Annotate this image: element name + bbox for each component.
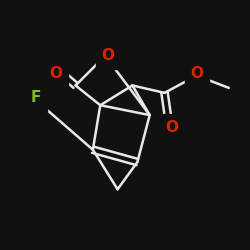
Text: O: O: [49, 66, 62, 80]
Text: O: O: [166, 120, 178, 135]
Text: F: F: [31, 90, 41, 105]
Text: O: O: [190, 66, 203, 80]
Text: O: O: [101, 48, 114, 63]
